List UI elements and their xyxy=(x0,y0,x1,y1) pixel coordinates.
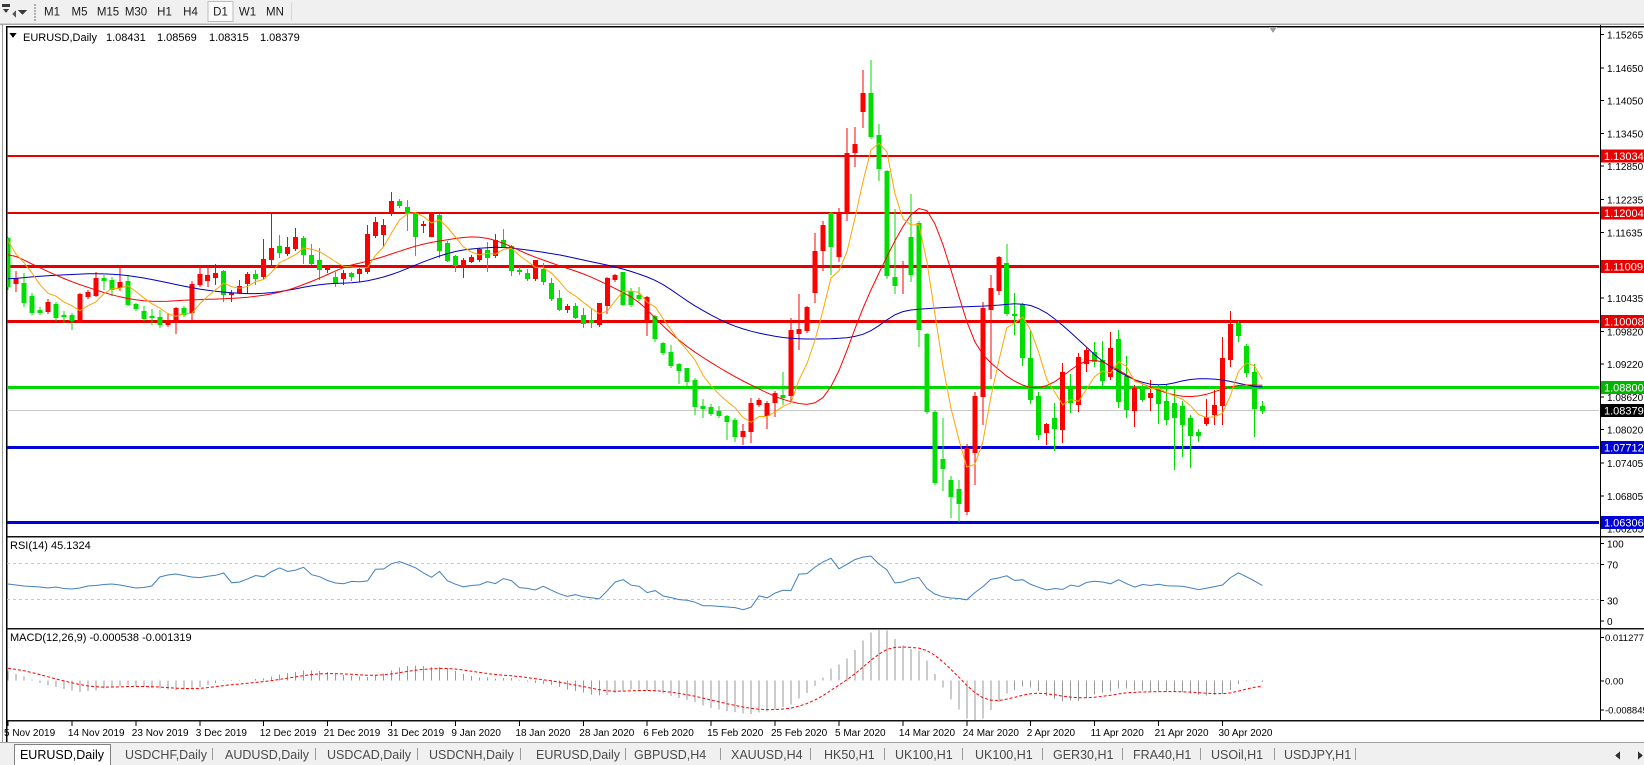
svg-text:1.13450: 1.13450 xyxy=(1607,129,1644,140)
svg-text:1.12850: 1.12850 xyxy=(1607,162,1644,173)
svg-text:USDJPY,H1: USDJPY,H1 xyxy=(1284,748,1351,762)
svg-text:6 Feb 2020: 6 Feb 2020 xyxy=(643,728,694,739)
svg-text:21 Dec 2019: 21 Dec 2019 xyxy=(324,728,381,739)
svg-text:1.08800: 1.08800 xyxy=(1604,383,1644,395)
svg-text:D1: D1 xyxy=(213,7,228,19)
svg-text:1.08620: 1.08620 xyxy=(1607,393,1644,404)
svg-text:1.10008: 1.10008 xyxy=(1604,317,1644,329)
svg-text:14 Mar 2020: 14 Mar 2020 xyxy=(899,728,956,739)
svg-text:MACD(12,26,9) -0.000538 -0.001: MACD(12,26,9) -0.000538 -0.001319 xyxy=(10,632,192,644)
svg-text:0: 0 xyxy=(1607,617,1613,628)
svg-text:H4: H4 xyxy=(183,7,198,19)
svg-text:1.14050: 1.14050 xyxy=(1607,97,1644,108)
svg-text:18 Jan 2020: 18 Jan 2020 xyxy=(515,728,570,739)
svg-text:HK50,H1: HK50,H1 xyxy=(824,748,875,762)
svg-text:5 Nov 2019: 5 Nov 2019 xyxy=(4,728,56,739)
svg-text:1.08379: 1.08379 xyxy=(1604,406,1644,418)
svg-text:EURUSD,Daily: EURUSD,Daily xyxy=(23,32,97,44)
svg-text:AUDUSD,Daily: AUDUSD,Daily xyxy=(225,748,310,762)
svg-text:EURUSD,Daily: EURUSD,Daily xyxy=(20,748,105,762)
svg-text:M5: M5 xyxy=(72,7,88,19)
svg-text:1.11635: 1.11635 xyxy=(1607,228,1643,239)
svg-text:0.011277: 0.011277 xyxy=(1605,633,1644,644)
svg-text:MN: MN xyxy=(266,7,284,19)
svg-text:1.14650: 1.14650 xyxy=(1607,64,1644,75)
svg-text:30: 30 xyxy=(1607,597,1619,608)
svg-text:XAUUSD,H4: XAUUSD,H4 xyxy=(731,748,803,762)
svg-text:25 Feb 2020: 25 Feb 2020 xyxy=(771,728,828,739)
svg-text:1.06805: 1.06805 xyxy=(1607,492,1644,503)
svg-text:1.12235: 1.12235 xyxy=(1607,196,1644,207)
svg-text:31 Dec 2019: 31 Dec 2019 xyxy=(388,728,445,739)
svg-text:1.08379: 1.08379 xyxy=(260,32,300,44)
svg-text:3 Dec 2019: 3 Dec 2019 xyxy=(196,728,248,739)
svg-text:USDCNH,Daily: USDCNH,Daily xyxy=(429,748,514,762)
svg-text:UK100,H1: UK100,H1 xyxy=(895,748,953,762)
svg-text:1.08020: 1.08020 xyxy=(1607,426,1644,437)
svg-text:1.12004: 1.12004 xyxy=(1604,208,1644,220)
svg-text:EURUSD,Daily: EURUSD,Daily xyxy=(536,748,621,762)
svg-text:1.13034: 1.13034 xyxy=(1604,151,1644,163)
svg-text:1.07712: 1.07712 xyxy=(1604,443,1644,455)
svg-text:UK100,H1: UK100,H1 xyxy=(975,748,1033,762)
svg-text:W1: W1 xyxy=(239,7,256,19)
svg-text:1.08315: 1.08315 xyxy=(209,32,249,44)
svg-text:11 Apr 2020: 11 Apr 2020 xyxy=(1091,728,1145,739)
svg-text:100: 100 xyxy=(1607,540,1624,551)
svg-text:1.06205: 1.06205 xyxy=(1607,525,1644,536)
svg-text:1.06306: 1.06306 xyxy=(1604,518,1644,530)
svg-text:9 Jan 2020: 9 Jan 2020 xyxy=(451,728,501,739)
svg-text:0.00: 0.00 xyxy=(1605,676,1624,687)
svg-text:M15: M15 xyxy=(97,7,119,19)
svg-text:-0.008845: -0.008845 xyxy=(1605,706,1644,717)
svg-text:15 Feb 2020: 15 Feb 2020 xyxy=(707,728,764,739)
svg-text:2 Apr 2020: 2 Apr 2020 xyxy=(1027,728,1076,739)
svg-text:GER30,H1: GER30,H1 xyxy=(1053,748,1113,762)
svg-text:28 Jan 2020: 28 Jan 2020 xyxy=(579,728,634,739)
svg-text:30 Apr 2020: 30 Apr 2020 xyxy=(1219,728,1273,739)
svg-text:1.08569: 1.08569 xyxy=(157,32,197,44)
svg-text:5 Mar 2020: 5 Mar 2020 xyxy=(835,728,886,739)
svg-text:USOil,H1: USOil,H1 xyxy=(1211,748,1263,762)
svg-text:1.10435: 1.10435 xyxy=(1607,294,1644,305)
svg-text:M1: M1 xyxy=(44,7,60,19)
svg-text:70: 70 xyxy=(1607,561,1619,572)
svg-text:1.11009: 1.11009 xyxy=(1604,262,1643,274)
svg-text:RSI(14) 45.1324: RSI(14) 45.1324 xyxy=(10,540,91,552)
svg-text:24 Mar 2020: 24 Mar 2020 xyxy=(963,728,1020,739)
svg-text:1.07405: 1.07405 xyxy=(1607,459,1644,470)
svg-text:1.09820: 1.09820 xyxy=(1607,327,1644,338)
svg-text:H1: H1 xyxy=(157,7,172,19)
svg-text:21 Apr 2020: 21 Apr 2020 xyxy=(1155,728,1209,739)
svg-text:USDCAD,Daily: USDCAD,Daily xyxy=(327,748,412,762)
svg-text:1.15265: 1.15265 xyxy=(1607,30,1644,41)
svg-text:23 Nov 2019: 23 Nov 2019 xyxy=(132,728,189,739)
svg-text:1.09220: 1.09220 xyxy=(1607,360,1644,371)
svg-text:M30: M30 xyxy=(125,7,147,19)
svg-text:12 Dec 2019: 12 Dec 2019 xyxy=(260,728,317,739)
svg-text:14 Nov 2019: 14 Nov 2019 xyxy=(68,728,125,739)
svg-text:FRA40,H1: FRA40,H1 xyxy=(1133,748,1191,762)
svg-text:USDCHF,Daily: USDCHF,Daily xyxy=(125,748,208,762)
svg-text:1.08431: 1.08431 xyxy=(106,32,146,44)
svg-text:GBPUSD,H4: GBPUSD,H4 xyxy=(634,748,706,762)
